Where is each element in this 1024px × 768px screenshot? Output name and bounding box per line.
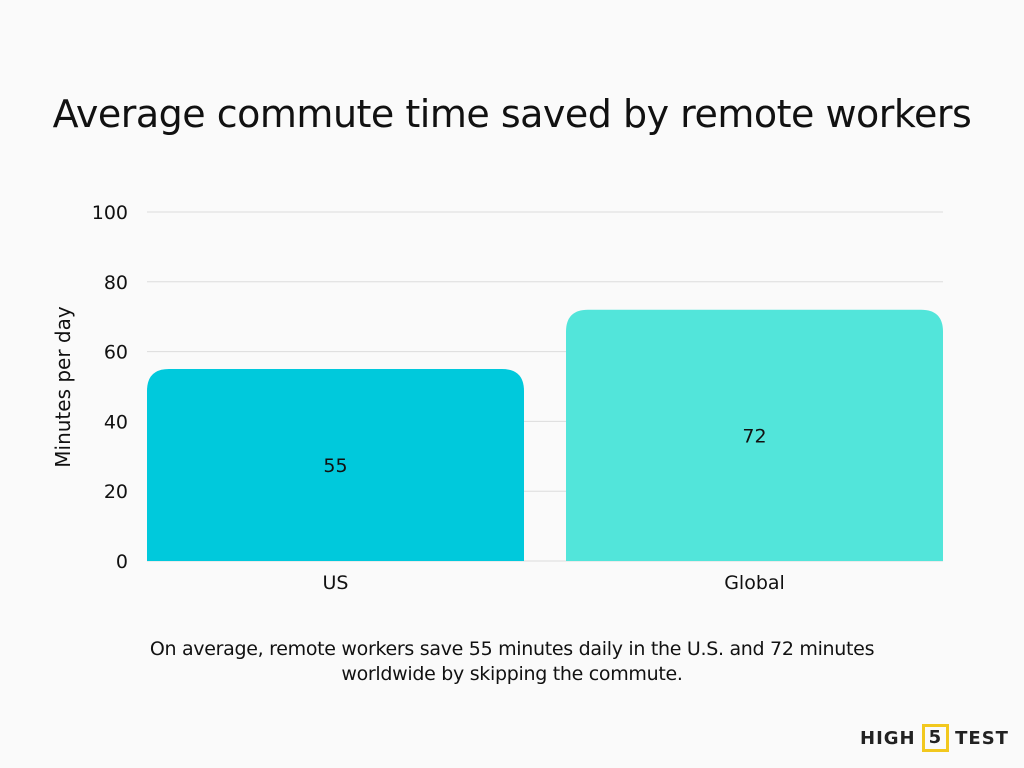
y-tick-label: 20 — [104, 481, 128, 503]
y-tick-label: 40 — [104, 411, 128, 433]
y-tick-label: 60 — [104, 342, 128, 364]
y-tick-label: 100 — [92, 202, 128, 224]
bar-global — [566, 309, 943, 561]
x-tick-label: Global — [724, 572, 785, 594]
y-axis-label: Minutes per day — [51, 306, 75, 468]
bar-us — [147, 369, 524, 561]
y-axis-ticks: 0 20 40 60 80 100 — [92, 202, 128, 573]
y-tick-label: 80 — [104, 272, 128, 294]
logo-text-right: TEST — [955, 727, 1009, 749]
chart-title: Average commute time saved by remote wor… — [52, 92, 972, 136]
logo-five: 5 — [921, 724, 950, 752]
data-label: 55 — [323, 455, 347, 477]
data-label: 72 — [742, 425, 766, 447]
x-tick-label: US — [323, 572, 349, 594]
logo-text-left: HIGH — [860, 727, 916, 749]
chart-caption: On average, remote workers save 55 minut… — [149, 638, 875, 685]
high5test-logo: HIGH 5 TEST — [860, 724, 1009, 752]
x-axis-ticks: US Global — [323, 572, 785, 594]
y-tick-label: 0 — [116, 551, 128, 573]
bars: 55 72 — [147, 309, 943, 561]
